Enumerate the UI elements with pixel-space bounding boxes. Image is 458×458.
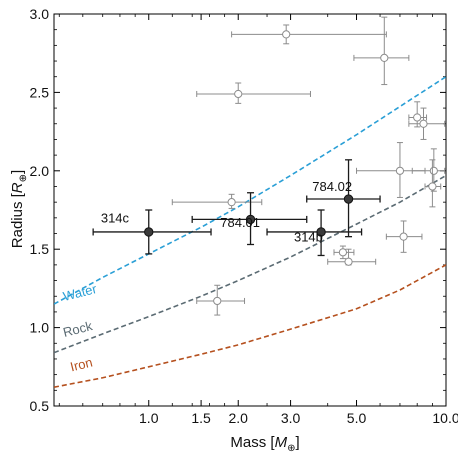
highlighted-planet-point <box>306 159 381 238</box>
planet-marker <box>419 119 428 128</box>
y-tick-label: 2.5 <box>30 84 50 100</box>
planet-marker-filled <box>316 227 326 237</box>
planet-marker <box>227 198 236 207</box>
x-tick-label: 2.0 <box>228 410 248 426</box>
curve-rock <box>54 174 446 354</box>
curve-label-water: Water <box>61 281 98 304</box>
planet-label: 314c <box>101 211 130 226</box>
x-tick-label: 5.0 <box>347 410 367 426</box>
planet-marker-filled <box>144 227 154 237</box>
x-tick-label: 10.0 <box>432 410 458 426</box>
x-axis-label: Mass [M⊕] <box>230 434 299 454</box>
highlighted-planet-point <box>92 209 212 255</box>
planet-point <box>196 82 311 104</box>
planet-point <box>408 101 428 128</box>
y-tick-label: 3.0 <box>30 6 50 22</box>
planet-point <box>353 16 410 86</box>
planet-label: 784.02 <box>312 179 352 194</box>
planet-marker <box>428 182 437 191</box>
planet-marker-filled <box>343 194 354 204</box>
y-tick-label: 1.5 <box>30 241 50 257</box>
curve-label-rock: Rock <box>61 318 94 340</box>
planet-point <box>424 159 442 208</box>
planet-point <box>356 142 426 198</box>
plot-frame <box>53 13 447 407</box>
highlighted-planet-point <box>266 209 363 257</box>
planet-point <box>408 107 446 140</box>
curve-label-iron: Iron <box>69 354 94 374</box>
y-axis-label: Radius [R⊕] <box>9 170 29 248</box>
planet-marker <box>234 89 243 99</box>
planet-marker <box>395 166 405 175</box>
planet-marker <box>380 53 389 63</box>
planet-point <box>333 245 355 260</box>
y-tick-label: 1.0 <box>30 320 50 336</box>
planet-point <box>327 248 377 266</box>
planet-point <box>171 193 263 209</box>
planet-marker <box>413 113 422 122</box>
highlighted-planet-point <box>191 192 308 246</box>
planet-marker <box>344 257 353 266</box>
x-tick-label: 3.0 <box>281 410 301 426</box>
curve-water <box>54 76 446 305</box>
x-tick-label: 1.5 <box>191 410 211 426</box>
y-tick-label: 2.0 <box>30 163 50 179</box>
planet-marker <box>282 30 291 39</box>
y-tick-label: 0.5 <box>30 398 50 414</box>
curve-iron <box>54 264 446 388</box>
planet-point <box>196 284 246 316</box>
planet-marker <box>429 166 438 175</box>
planet-label: 314b <box>294 229 323 244</box>
planet-marker <box>338 248 348 257</box>
x-tick-label: 1.0 <box>139 410 159 426</box>
planet-marker <box>213 296 222 306</box>
planet-marker <box>399 232 408 241</box>
plot-area: 1.0 1.5 2.0 3.0 5.0 10.0 0.5 1.0 1.5 2.0 2.5 3.0 Wat… <box>30 6 458 426</box>
planet-point <box>385 220 423 253</box>
planet-marker-filled <box>245 214 256 225</box>
planet-label: 784.01 <box>220 215 260 230</box>
planet-point <box>231 24 387 45</box>
